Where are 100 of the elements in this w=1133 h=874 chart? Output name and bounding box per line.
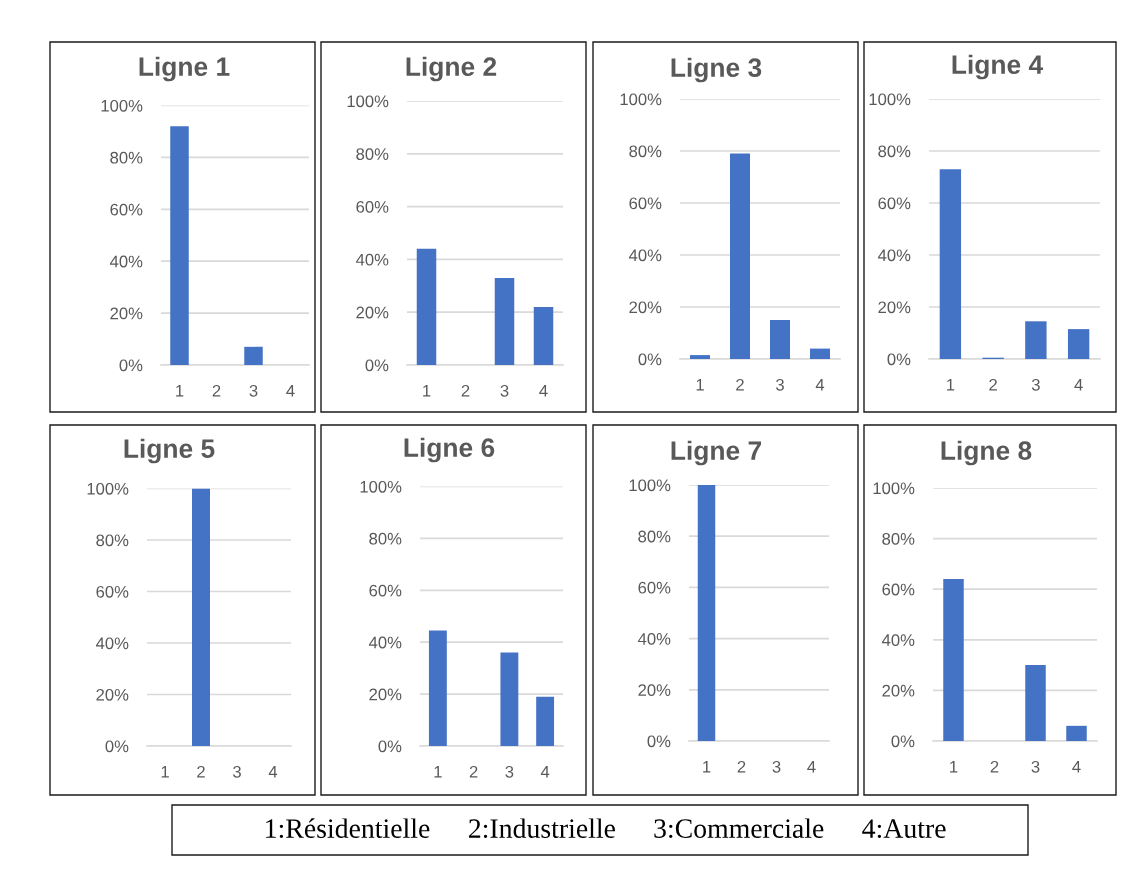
y-tick-label: 40%	[355, 253, 389, 266]
y-tick-label: 40%	[881, 634, 915, 646]
x-tick-label: 4	[1074, 379, 1083, 391]
y-tick-label: 0%	[638, 353, 662, 366]
chart-title: Ligne 5	[124, 438, 215, 464]
y-tick-label: 100%	[629, 479, 671, 492]
y-tick-label: 60%	[878, 197, 911, 210]
y-tick-label: 60%	[110, 203, 143, 216]
x-tick-label: 3	[500, 384, 509, 397]
chart-title: Ligne 2	[406, 56, 497, 82]
chart-title: Ligne 7	[671, 440, 762, 466]
y-tick-label: 20%	[110, 307, 143, 320]
bar	[1025, 321, 1047, 359]
x-tick-label: 2	[212, 384, 221, 397]
y-tick-label: 60%	[369, 584, 402, 597]
bar	[494, 277, 515, 365]
x-tick-label: 4	[807, 761, 816, 773]
bar	[533, 306, 554, 365]
y-tick-label: 20%	[878, 301, 911, 314]
y-tick-label: 100%	[869, 93, 911, 106]
x-tick-label: 1	[434, 766, 442, 778]
y-tick-label: 0%	[647, 735, 671, 748]
y-tick-label: 20%	[638, 684, 671, 696]
y-tick-label: 100%	[347, 95, 389, 108]
y-tick-label: 60%	[96, 585, 129, 598]
chart-title: Ligne 6	[404, 437, 495, 463]
x-tick-label: 1	[947, 379, 955, 391]
x-tick-label: 1	[703, 761, 711, 773]
y-tick-label: 40%	[877, 249, 911, 262]
x-tick-label: 4	[815, 379, 825, 391]
y-tick-label: 100%	[360, 480, 402, 493]
bar	[1066, 725, 1087, 741]
x-tick-label: 2	[736, 378, 744, 391]
x-tick-label: 2	[197, 765, 205, 778]
y-tick-label: 20%	[356, 306, 389, 319]
x-tick-label: 3	[249, 384, 258, 397]
y-tick-label: 100%	[620, 93, 662, 106]
text: 2:Industrielle	[469, 818, 615, 839]
x-tick-label: 4	[268, 766, 278, 778]
x-tick-label: 2	[461, 384, 470, 397]
y-tick-label: 80%	[110, 151, 143, 164]
chart-title: Ligne 4	[952, 54, 1044, 80]
y-tick-label: 80%	[638, 530, 671, 543]
x-tick-label: 2	[989, 378, 997, 391]
y-tick-label: 40%	[109, 255, 143, 268]
x-tick-label: 3	[772, 760, 781, 773]
bar	[730, 153, 750, 359]
y-tick-label: 80%	[629, 145, 662, 158]
x-tick-label: 1	[423, 385, 431, 397]
bar	[1025, 665, 1046, 741]
x-tick-label: 3	[233, 765, 241, 778]
y-tick-label: 20%	[629, 301, 662, 314]
y-tick-label: 60%	[629, 197, 662, 210]
y-tick-label: 0%	[891, 735, 915, 748]
x-tick-label: 4	[1072, 761, 1081, 773]
y-tick-label: 40%	[368, 636, 402, 649]
text: 4:Autre	[862, 819, 946, 839]
y-tick-label: 100%	[87, 482, 129, 495]
y-tick-label: 0%	[378, 740, 402, 753]
bar	[770, 320, 790, 359]
bar	[810, 348, 830, 359]
bar	[428, 630, 447, 746]
y-tick-label: 80%	[96, 534, 129, 547]
y-tick-label: 20%	[369, 688, 402, 701]
y-tick-label: 0%	[887, 353, 911, 366]
y-tick-label: 20%	[882, 684, 915, 697]
x-tick-label: 4	[539, 385, 548, 397]
y-tick-label: 20%	[96, 688, 129, 701]
x-tick-label: 3	[505, 765, 514, 778]
bar	[690, 355, 710, 359]
text: 1:Résidentielle	[266, 818, 430, 839]
y-tick-label: 100%	[873, 482, 915, 495]
x-tick-label: 1	[176, 385, 184, 397]
chart-title: Ligne 1	[139, 56, 230, 82]
x-tick-label: 1	[161, 766, 169, 778]
text: 3:Commerciale	[654, 818, 824, 839]
y-tick-label: 40%	[95, 637, 129, 650]
y-tick-label: 40%	[637, 633, 671, 645]
x-tick-label: 3	[1031, 378, 1040, 391]
x-tick-label: 1	[696, 379, 704, 391]
x-tick-label: 1	[950, 761, 958, 773]
y-tick-label: 0%	[365, 359, 389, 372]
x-tick-label: 2	[737, 760, 746, 773]
y-tick-label: 0%	[119, 359, 143, 372]
y-tick-label: 80%	[356, 148, 389, 160]
x-tick-label: 4	[540, 766, 550, 778]
bar	[943, 579, 964, 741]
y-tick-label: 80%	[369, 532, 402, 545]
x-tick-label: 2	[990, 760, 999, 773]
bar	[536, 696, 555, 746]
y-tick-label: 60%	[356, 201, 389, 213]
x-tick-label: 2	[469, 765, 478, 778]
x-tick-label: 3	[776, 378, 784, 391]
x-tick-label: 4	[286, 385, 295, 397]
y-tick-label: 80%	[882, 533, 915, 545]
chart-title: Ligne 3	[671, 57, 762, 83]
y-tick-label: 80%	[878, 145, 911, 158]
bar	[416, 248, 437, 365]
bar	[939, 169, 962, 359]
bar	[500, 652, 519, 746]
